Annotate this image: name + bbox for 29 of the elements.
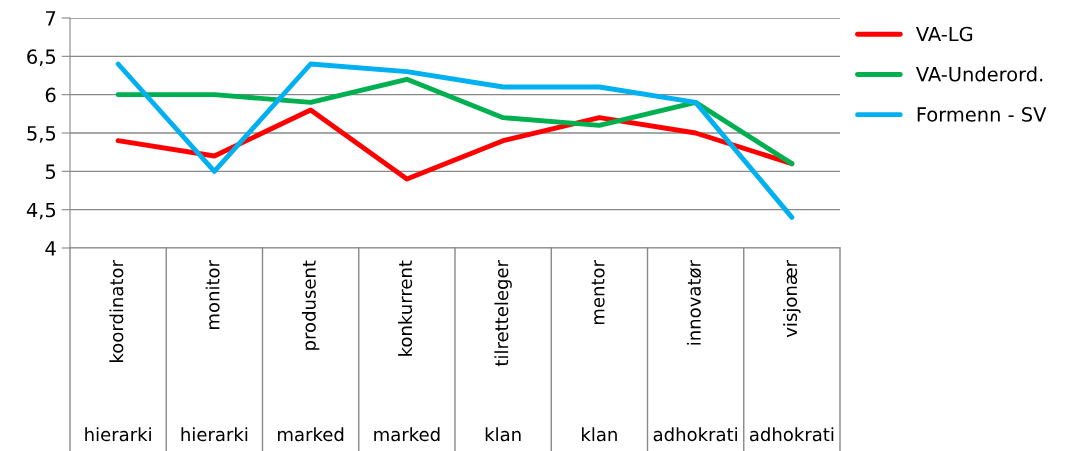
text: adhokrati — [749, 427, 834, 442]
x-tick-label: konkurrent — [398, 260, 413, 356]
y-tick-label: 5,5 — [27, 126, 56, 143]
legend-label: VA-Underord. — [915, 66, 1043, 82]
y-tick-label: 6 — [45, 87, 56, 103]
text: marked — [374, 427, 440, 442]
y-tick-label: 5 — [45, 164, 56, 179]
x-tick-label: produsent — [301, 260, 320, 350]
x-tick-label: koordinator — [109, 260, 124, 362]
text: klan — [582, 427, 617, 442]
y-tick-label: 4,5 — [26, 202, 56, 220]
legend-label: VA-LG — [915, 26, 973, 42]
x-tick-label: tilretteleger — [494, 260, 512, 367]
x-tick-label: mentor — [591, 260, 605, 325]
x-tick-label: monitor — [205, 260, 220, 329]
text: hierarki — [181, 427, 248, 442]
line-series — [115, 107, 795, 182]
text: adhokrati — [653, 427, 737, 442]
x-tick-label: visjonær — [783, 260, 801, 338]
y-tick-label: 6,5 — [27, 49, 56, 66]
y-tick-label: 7 — [46, 11, 56, 26]
line-series — [115, 76, 795, 167]
text: hierarki — [85, 427, 151, 442]
text: klan — [485, 427, 521, 442]
line-series — [115, 61, 795, 220]
x-tick-label: innovatør — [686, 260, 702, 345]
text: marked — [278, 427, 344, 442]
y-tick-label: 4 — [45, 241, 56, 256]
legend-label: Formenn - SV — [917, 107, 1047, 122]
